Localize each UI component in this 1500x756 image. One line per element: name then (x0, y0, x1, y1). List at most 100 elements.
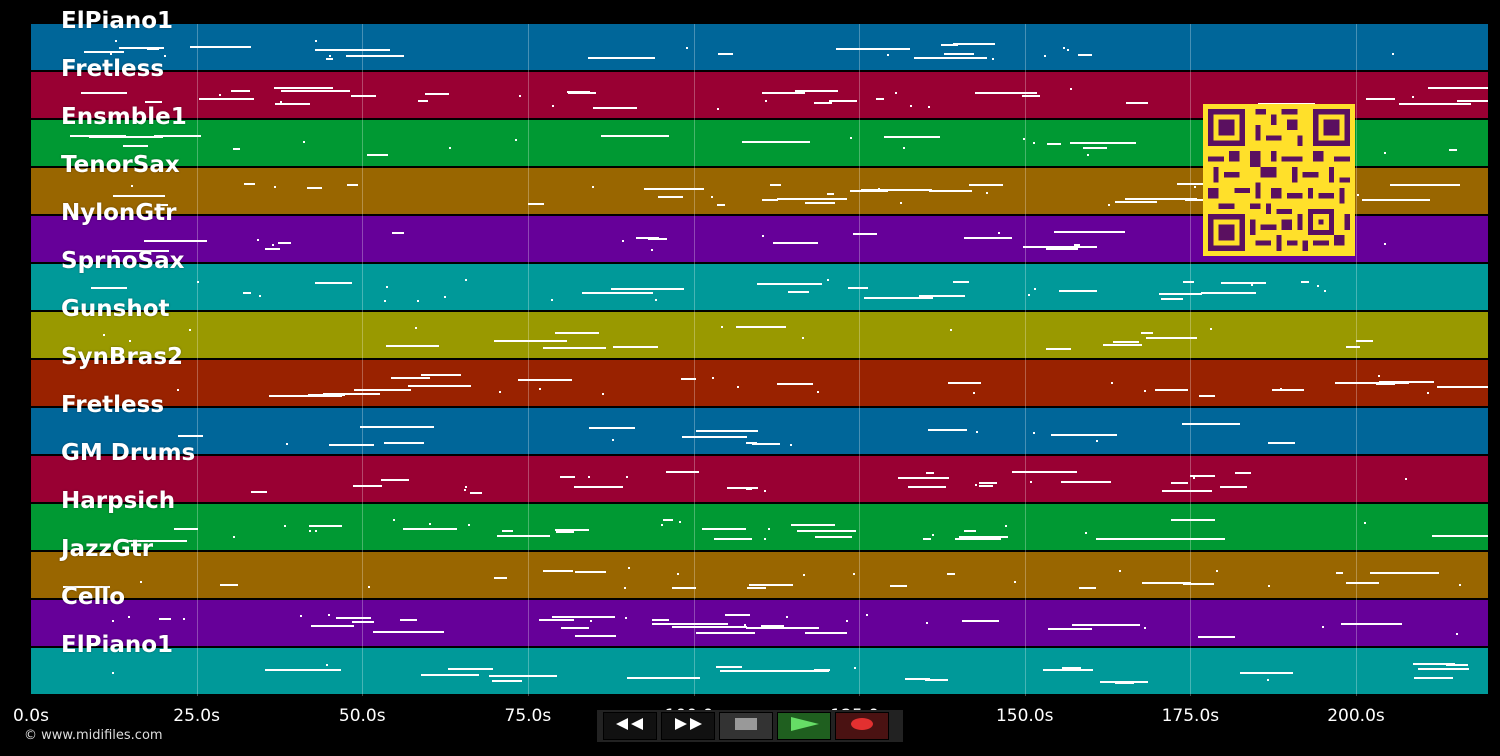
note-mark (770, 184, 781, 187)
note-mark (1022, 245, 1098, 248)
note-mark (1030, 480, 1033, 483)
track-row[interactable] (31, 456, 1488, 502)
track-row[interactable] (31, 408, 1488, 454)
note-mark (1066, 48, 1069, 51)
track-name: NylonGtr (61, 200, 177, 226)
track-name: TenorSax (61, 152, 180, 178)
note-mark (303, 140, 306, 143)
note-mark (972, 391, 975, 394)
note-mark (308, 524, 342, 527)
note-mark (1193, 477, 1196, 480)
note-mark (551, 105, 554, 108)
track-row[interactable] (31, 504, 1488, 550)
note-mark (468, 524, 471, 527)
note-mark (877, 187, 880, 190)
note-mark (1115, 682, 1134, 685)
note-mark (196, 281, 199, 284)
note-mark (1383, 243, 1386, 246)
note-mark (391, 377, 431, 379)
note-mark (283, 525, 286, 528)
note-mark (628, 567, 631, 570)
note-mark (1162, 490, 1213, 493)
note-mark (123, 145, 149, 148)
fast-forward-button[interactable] (661, 712, 715, 740)
track-name: ElPiano1 (61, 632, 174, 658)
note-mark (1032, 431, 1035, 434)
note-mark (651, 619, 670, 622)
note-mark (1047, 142, 1061, 145)
note-mark (662, 519, 674, 522)
note-mark (372, 630, 444, 633)
note-mark (902, 146, 905, 149)
note-mark (613, 345, 658, 348)
note-mark (1346, 581, 1379, 584)
play-button[interactable] (777, 712, 831, 740)
note-mark (803, 574, 806, 577)
time-tick-label: 50.0s (338, 706, 386, 726)
note-mark (232, 535, 235, 538)
note-mark (189, 329, 192, 332)
note-mark (1144, 390, 1147, 393)
note-mark (1268, 441, 1295, 444)
note-mark (257, 239, 260, 242)
rewind-button[interactable] (603, 712, 657, 740)
note-mark (588, 427, 636, 430)
track-row[interactable] (31, 264, 1488, 310)
note-mark (587, 476, 590, 479)
note-mark (391, 231, 405, 234)
note-mark (515, 138, 518, 141)
note-mark (679, 520, 682, 523)
note-mark (539, 619, 575, 622)
transport-controls (597, 710, 903, 742)
note-mark (1083, 147, 1108, 150)
track-row[interactable] (31, 24, 1488, 70)
stop-button[interactable] (719, 712, 773, 740)
note-mark (814, 102, 833, 105)
track-name: Fretless (61, 392, 165, 418)
note-mark (587, 57, 655, 60)
note-mark (1383, 151, 1386, 154)
note-mark (1043, 54, 1046, 57)
track-row[interactable] (31, 552, 1488, 598)
note-mark (1014, 581, 1017, 584)
note-mark (1110, 381, 1113, 384)
note-mark (612, 438, 615, 441)
note-mark (1048, 628, 1092, 631)
note-mark (928, 429, 968, 432)
note-mark (686, 46, 689, 49)
note-mark (847, 286, 868, 289)
note-mark (1413, 663, 1456, 666)
note-mark (776, 197, 847, 200)
note-mark (300, 614, 303, 617)
note-mark (925, 622, 928, 625)
note-mark (575, 570, 607, 573)
note-mark (489, 674, 558, 677)
note-mark (1389, 184, 1460, 187)
note-mark (745, 627, 820, 630)
note-mark (852, 573, 855, 576)
note-mark (351, 95, 377, 98)
note-mark (1418, 667, 1469, 670)
track-row[interactable] (31, 648, 1488, 694)
note-mark (347, 184, 358, 187)
note-mark (716, 107, 719, 110)
note-mark (190, 46, 251, 49)
note-mark (443, 296, 446, 299)
note-mark (681, 378, 697, 381)
note-mark (894, 92, 897, 95)
note-mark (650, 248, 653, 251)
note-mark (1346, 346, 1361, 349)
record-button[interactable] (835, 712, 889, 740)
track-row[interactable] (31, 600, 1488, 646)
note-mark (279, 100, 282, 103)
note-mark (742, 141, 810, 144)
note-mark (1412, 95, 1415, 98)
track-row[interactable] (31, 360, 1488, 406)
note-mark (315, 530, 318, 533)
track-name: SynBras2 (61, 344, 184, 370)
note-mark (652, 622, 729, 625)
note-mark (1062, 46, 1065, 49)
track-row[interactable] (31, 312, 1488, 358)
note-mark (985, 191, 988, 194)
note-mark (864, 297, 933, 300)
